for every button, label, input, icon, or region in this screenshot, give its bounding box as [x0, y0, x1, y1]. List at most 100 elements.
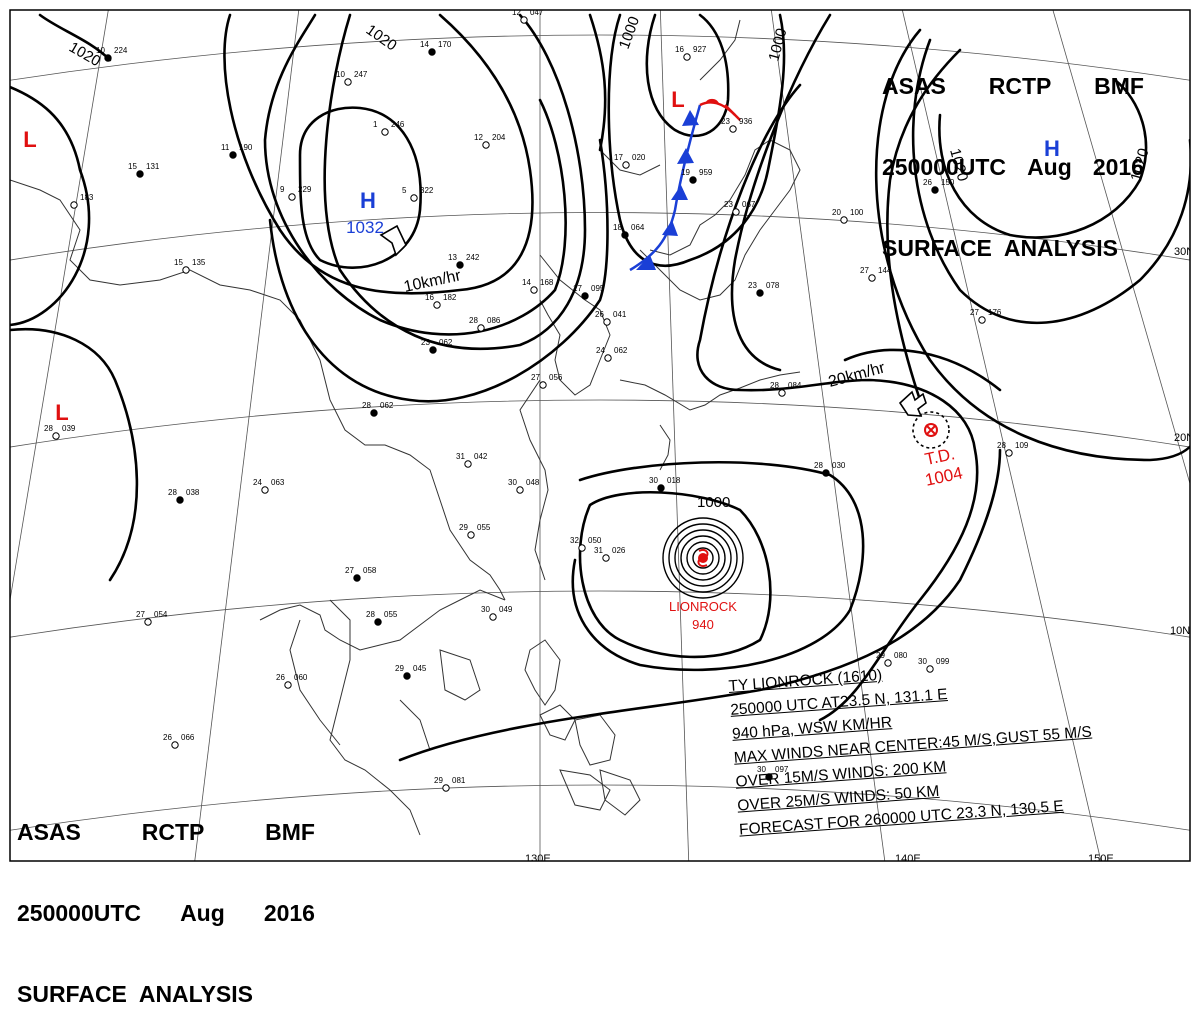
station-pressure: 224: [114, 46, 128, 55]
station-pressure: 170: [438, 40, 452, 49]
station-symbol: [732, 208, 740, 216]
tropical-depression-marker: [912, 411, 950, 449]
station-pressure: 242: [466, 253, 480, 262]
station-pressure: 063: [271, 478, 285, 487]
station-temperature: 30: [649, 476, 658, 485]
station-temperature: 5: [402, 186, 407, 195]
station-pressure: 182: [443, 293, 457, 302]
typhoon-info-block: TY LIONROCK (1610) 250000 UTC AT23.5 N, …: [728, 646, 1180, 858]
station-symbol: [689, 176, 697, 184]
station-temperature: 29: [459, 523, 468, 532]
station-plot: 15 135: [174, 258, 206, 274]
latitude-lines: [10, 34, 1190, 831]
station-plot: 26 041: [595, 310, 627, 326]
station-plot: 29 081: [434, 776, 466, 792]
station-symbol: [822, 469, 830, 477]
station-pressure: 058: [363, 566, 377, 575]
station-pressure: 026: [612, 546, 626, 555]
station-pressure: 067: [742, 200, 756, 209]
station-pressure: 064: [631, 223, 645, 232]
header-time: 250000UTC: [17, 900, 142, 926]
station-pressure: 049: [499, 605, 513, 614]
station-temperature: 27: [970, 308, 979, 317]
header-station: RCTP: [141, 819, 205, 845]
station-temperature: 30: [918, 657, 927, 666]
station-temperature: 28: [469, 316, 478, 325]
station-plot: 27 054: [136, 610, 168, 626]
station-plot: 32 050: [570, 536, 602, 552]
station-pressure: 229: [298, 185, 312, 194]
station-temperature: 28: [168, 488, 177, 497]
high-pressure-value-west: 1032: [346, 218, 384, 237]
station-pressure: 099: [936, 657, 950, 666]
station-pressure: 048: [526, 478, 540, 487]
low-pressure-label-north: L: [671, 87, 684, 112]
motion-arrows: [379, 224, 927, 417]
station-plot: 19 959: [681, 168, 713, 184]
station-temperature: 28: [366, 610, 375, 619]
station-symbol: [756, 289, 764, 297]
station-plot: 28 086: [469, 316, 501, 332]
high-pressure-label-east: H: [1044, 136, 1060, 161]
station-plot: 17 020: [614, 153, 646, 169]
station-temperature: 31: [594, 546, 603, 555]
header-agency: ASAS: [882, 73, 946, 99]
station-plot: 27 058: [345, 566, 377, 582]
station-symbol: [931, 186, 939, 194]
isobar-label: 1000: [697, 494, 730, 511]
station-symbol: [144, 618, 152, 626]
station-plot: 5 322: [402, 186, 434, 202]
station-symbol: [467, 531, 475, 539]
station-symbol: [604, 354, 612, 362]
station-symbol: [622, 161, 630, 169]
station-pressure: 045: [413, 664, 427, 673]
station-pressure: 020: [632, 153, 646, 162]
station-temperature: 23: [724, 200, 733, 209]
station-symbol: [176, 496, 184, 504]
station-plot: 13 242: [448, 253, 480, 269]
station-symbol: [1005, 449, 1013, 457]
station-plot: 27 144: [860, 266, 892, 282]
station-symbol: [374, 618, 382, 626]
low-pressure-label-nw: L: [23, 127, 36, 152]
station-temperature: 17: [573, 284, 582, 293]
high-pressure-label-west: H: [360, 188, 376, 213]
header-year: 2016: [263, 900, 315, 926]
station-plot: 183: [70, 193, 94, 209]
header-title: SURFACE ANALYSIS: [882, 235, 1119, 261]
station-plot: 28 109: [997, 441, 1029, 457]
header-code: BMF: [265, 819, 315, 845]
station-symbol: [516, 486, 524, 494]
station-symbol: [104, 54, 112, 62]
station-pressure: 109: [1015, 441, 1029, 450]
map-frame: [9, 9, 1191, 862]
station-pressure: 247: [354, 70, 368, 79]
station-pressure: 936: [739, 117, 753, 126]
station-plot: 30 018: [649, 476, 681, 492]
station-plot: 28 055: [366, 610, 398, 626]
station-pressure: 086: [487, 316, 501, 325]
station-plot: 20 100: [832, 208, 864, 224]
station-symbol: [381, 128, 389, 136]
station-plot: 26 060: [276, 673, 308, 689]
station-plot: 9 229: [280, 185, 312, 201]
station-symbol: [489, 613, 497, 621]
station-temperature: 32: [570, 536, 579, 545]
station-pressure: 150: [941, 178, 955, 187]
station-temperature: 13: [448, 253, 457, 262]
station-symbol: [370, 409, 378, 417]
station-pressure: 062: [380, 401, 394, 410]
header-station: RCTP: [988, 73, 1052, 99]
station-temperature: 16: [675, 45, 684, 54]
isobars: [10, 13, 1190, 762]
station-pressure: 084: [788, 381, 802, 390]
station-symbol: [657, 484, 665, 492]
station-temperature: 9: [280, 185, 285, 194]
station-pressure: 030: [832, 461, 846, 470]
station-pressure: 144: [878, 266, 892, 275]
station-pressure: 135: [192, 258, 206, 267]
station-plot: 23 078: [748, 281, 780, 297]
station-plot: 16 182: [425, 293, 457, 309]
station-temperature: 18: [613, 223, 622, 232]
station-pressure: 190: [239, 143, 253, 152]
